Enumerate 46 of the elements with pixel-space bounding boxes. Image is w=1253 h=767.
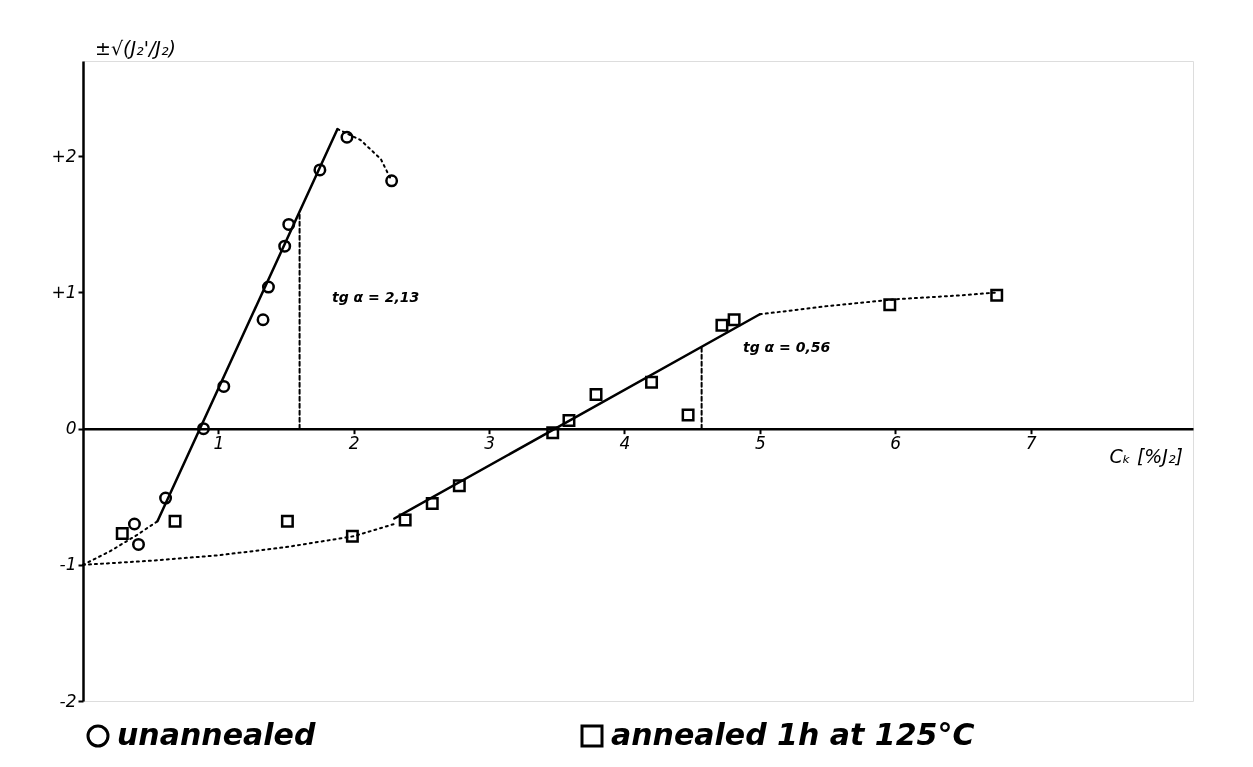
x-tick-label: 5 bbox=[754, 433, 766, 454]
point bbox=[681, 408, 695, 422]
point bbox=[280, 514, 294, 528]
y-tick-label: -1 bbox=[59, 554, 77, 575]
point bbox=[385, 174, 399, 188]
annotation: tg α = 2,13 bbox=[332, 289, 420, 305]
point bbox=[127, 517, 141, 531]
x-tick-label: 1 bbox=[213, 433, 225, 454]
point bbox=[589, 388, 603, 402]
x-tick-label: 2 bbox=[348, 433, 360, 454]
point bbox=[196, 422, 210, 436]
point bbox=[282, 217, 296, 231]
point bbox=[425, 497, 439, 511]
point bbox=[313, 163, 327, 177]
point bbox=[256, 313, 270, 327]
x-tick-label: 7 bbox=[1025, 433, 1037, 454]
annotation: tg α = 0,56 bbox=[743, 339, 831, 355]
point bbox=[452, 479, 466, 493]
point bbox=[546, 426, 560, 440]
point bbox=[159, 491, 173, 505]
x-axis-title: Cₖ [%J₂] bbox=[1109, 444, 1183, 467]
point bbox=[990, 288, 1004, 302]
point bbox=[715, 318, 729, 332]
point bbox=[562, 414, 576, 427]
point bbox=[168, 514, 182, 528]
y-tick-label: +1 bbox=[51, 281, 77, 302]
point bbox=[645, 375, 659, 389]
y-tick-label: +2 bbox=[51, 145, 77, 166]
point bbox=[727, 313, 741, 327]
point bbox=[398, 513, 412, 527]
y-axis-title: ±√(J₂'/J₂) bbox=[95, 37, 176, 59]
point bbox=[115, 527, 129, 540]
x-tick-label: 4 bbox=[619, 433, 631, 454]
point bbox=[132, 537, 145, 551]
legend-label: unannealed bbox=[117, 717, 316, 752]
y-tick-label: -2 bbox=[59, 690, 77, 711]
point bbox=[217, 379, 231, 393]
y-tick-label: 0 bbox=[65, 418, 77, 439]
x-tick-label: 6 bbox=[890, 433, 902, 454]
x-tick-label: 3 bbox=[484, 433, 496, 454]
point bbox=[345, 529, 359, 543]
legend-label: annealed 1h at 125°C bbox=[611, 717, 975, 752]
point bbox=[340, 130, 354, 144]
point bbox=[278, 239, 292, 253]
point bbox=[261, 280, 275, 294]
point bbox=[883, 298, 897, 312]
